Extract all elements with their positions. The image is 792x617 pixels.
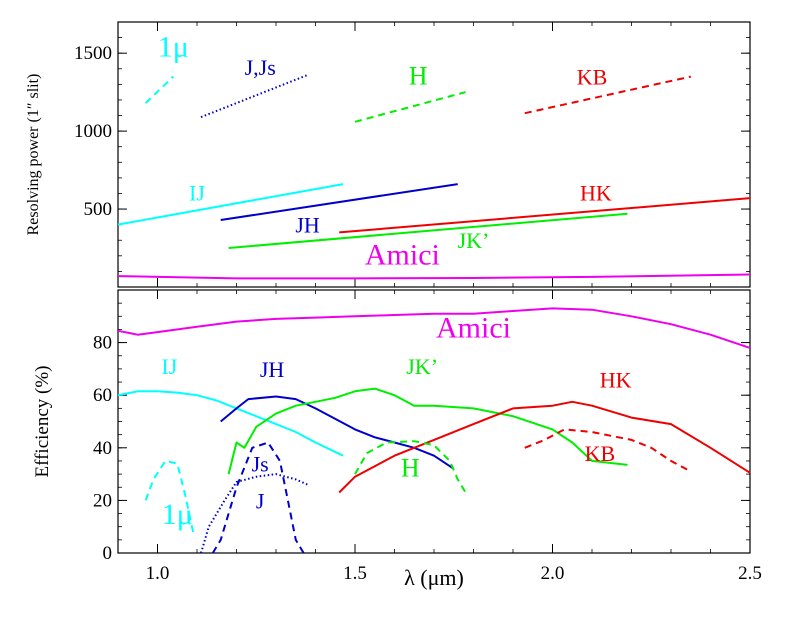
bottom-series-amici [117, 307, 751, 349]
top-series-label-jh: JH [295, 212, 320, 237]
top-series-label-kb: KB [577, 64, 608, 89]
top-series-label-jk: JK’ [458, 228, 490, 253]
bottom-series-label-js: Js [252, 451, 269, 476]
top-series-label-h: H [409, 61, 428, 90]
top-series-j-js [200, 74, 308, 119]
bottom-series-label-amici: Amici [436, 311, 511, 344]
top-series-h [354, 91, 466, 123]
top-series-label-1: 1μ [158, 30, 189, 63]
bottom-series-label-h: H [401, 454, 420, 483]
bottom-x-axis-label: λ (μm) [404, 565, 464, 590]
top-series-jh [220, 183, 458, 221]
bottom-series-js [211, 441, 305, 554]
bottom-x-tick-label: 1.5 [343, 563, 367, 584]
bottom-x-tick-label: 2.0 [541, 563, 565, 584]
bottom-y-tick-label: 20 [93, 490, 112, 511]
bottom-series-label-1: 1μ [162, 498, 193, 531]
top-series-jk [228, 212, 628, 249]
top-series-kb [524, 75, 692, 115]
bottom-series-j [200, 473, 309, 554]
bottom-series-hk [338, 400, 751, 494]
top-series-label-amici: Amici [365, 238, 440, 271]
bottom-y-tick-label: 80 [93, 333, 112, 354]
bottom-y-axis-label: Efficiency (%) [32, 365, 53, 477]
top-y-tick-label: 1000 [74, 121, 112, 142]
bottom-series-label-ij: IJ [161, 354, 177, 379]
top-y-axis-label: Resolving power (1″ slit) [25, 74, 42, 236]
top-series-amici [117, 273, 751, 280]
top-series-label-hk: HK [580, 180, 612, 205]
bottom-series-label-hk: HK [600, 367, 632, 392]
bottom-x-tick-label: 1.0 [146, 563, 170, 584]
bottom-x-tick-label: 2.5 [738, 563, 762, 584]
top-series-hk [339, 197, 751, 234]
top-y-tick-label: 1500 [74, 43, 112, 64]
bottom-y-tick-label: 0 [103, 543, 113, 564]
bottom-series-h [354, 440, 467, 494]
top-series-label-j-js: J,Js [245, 55, 276, 80]
bottom-series-kb [524, 428, 692, 473]
bottom-y-tick-label: 40 [93, 438, 112, 459]
top-series-1 [144, 75, 174, 104]
top-series-ij [117, 183, 344, 226]
bottom-series-label-j: J [256, 488, 265, 513]
bottom-series-label-kb: KB [585, 441, 616, 466]
top-y-tick-label: 500 [84, 199, 113, 220]
bottom-series-ij [117, 390, 344, 457]
bottom-series-label-jh: JH [260, 357, 285, 382]
top-series-label-ij: IJ [189, 180, 205, 205]
bottom-series-1 [144, 459, 195, 533]
bottom-series-jk [227, 387, 628, 475]
bottom-series-label-jk: JK’ [406, 354, 438, 379]
bottom-y-tick-label: 60 [93, 385, 112, 406]
